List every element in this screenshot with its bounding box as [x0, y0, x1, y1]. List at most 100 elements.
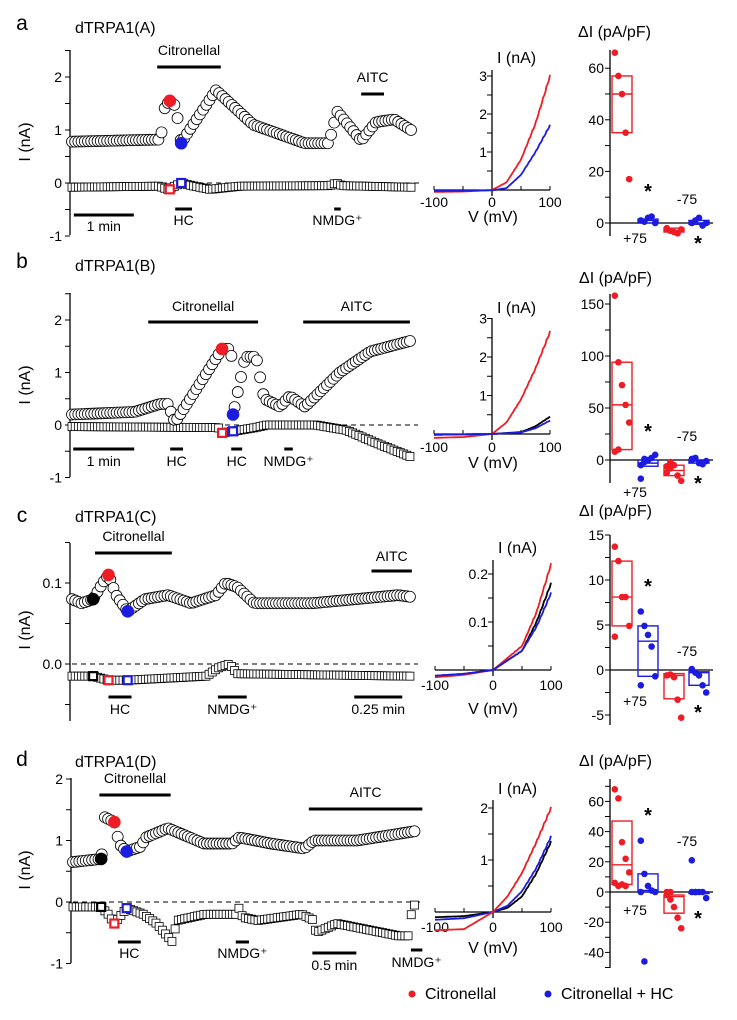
- y-tick-label: -1: [50, 228, 63, 244]
- outward-current-series: [66, 570, 416, 617]
- inward-current-point: [405, 671, 415, 681]
- inward-current-point: [167, 936, 177, 946]
- application-label: 0.5 min: [311, 957, 357, 973]
- summary-box: [663, 672, 685, 700]
- iv-y-tick-label: 3: [479, 68, 487, 84]
- application-label: NMDG⁺: [312, 212, 362, 228]
- summary-data-point: [699, 888, 706, 896]
- summary-y-tick-label: 60: [588, 793, 604, 809]
- iv-x-axis-label: V (mV): [468, 209, 518, 226]
- summary-data-point: [618, 381, 626, 389]
- outward-current-series: [66, 335, 416, 426]
- summary-data-point: [644, 631, 652, 639]
- iv-x-tick-label: -100: [421, 919, 449, 935]
- iv-x-axis-label: V (mV): [468, 455, 518, 472]
- summary-y-tick-label: 20: [588, 163, 604, 179]
- summary-y-tick-label: 15: [588, 527, 604, 543]
- iv-x-tick-label: 100: [539, 919, 563, 935]
- summary-y-axis-label: ΔI (pA/pF): [579, 753, 652, 770]
- iv-y-tick-label: 2: [480, 800, 488, 816]
- outward-current-point: [251, 354, 263, 367]
- current-trace-plot: -1 0 1 2 I (nA) Citronellal AITC HC NMDG⁺ 1 min: [17, 42, 420, 244]
- application-label: HC: [119, 945, 139, 961]
- summary-dot-plot: -40 -20 0 20 40 60 ΔI (pA/pF) +75 -75 * *: [579, 753, 713, 968]
- summary-data-point: [637, 608, 645, 615]
- y-tick-label: 0: [54, 417, 62, 433]
- panel-letter: a: [16, 12, 28, 35]
- panel-title: dTRPA1(B): [75, 258, 156, 275]
- application-label: NMDG⁺: [263, 453, 313, 469]
- iv-plot: 1 2 -100 0 100 I (nA) V (mV): [421, 781, 563, 957]
- panel-letter: c: [17, 504, 28, 527]
- iv-y-axis-label: I (nA): [498, 540, 537, 557]
- highlight-outward-point: [226, 408, 240, 421]
- outward-current-point: [254, 371, 266, 384]
- significance-asterisk: *: [644, 576, 652, 598]
- summary-data-point: [637, 475, 645, 483]
- voltage-label-plus75: +75: [623, 484, 647, 500]
- summary-box: [611, 361, 633, 451]
- summary-box: [637, 625, 659, 678]
- current-trace-plot: 0.0 0.1 I (nA) Citronellal AITC HC NMDG⁺ 0.25 m…: [17, 528, 418, 721]
- iv-y-axis-label: I (nA): [497, 50, 536, 67]
- summary-y-tick-label: 10: [588, 572, 604, 588]
- summary-data-point: [651, 888, 659, 896]
- summary-data-point: [702, 689, 710, 696]
- legend-label: Citronellal: [425, 986, 496, 1003]
- application-label: NMDG⁺: [392, 954, 442, 970]
- outward-current-point: [404, 590, 416, 603]
- inward-current-point: [405, 452, 415, 461]
- y-tick-label: 0: [54, 175, 62, 191]
- summary-data-point: [695, 214, 703, 222]
- summary-data-point: [667, 896, 674, 903]
- voltage-label-minus75: -75: [677, 191, 697, 207]
- application-label: AITC: [376, 548, 408, 564]
- iv-y-tick-label: 2: [479, 349, 487, 365]
- panel-letter: b: [16, 250, 28, 273]
- application-label: Citronellal: [172, 298, 234, 314]
- y-axis-label: I (nA): [17, 610, 34, 649]
- summary-data-point: [637, 461, 645, 469]
- voltage-label-plus75: +75: [623, 902, 647, 918]
- summary-data-point: [667, 458, 674, 466]
- summary-data-point: [611, 786, 619, 793]
- outward-current-point: [171, 112, 184, 124]
- voltage-label-plus75: +75: [623, 230, 647, 246]
- outward-current-series: [67, 811, 421, 868]
- legend-label: Citronellal + HC: [561, 986, 673, 1003]
- application-label: NMDG⁺: [217, 945, 267, 961]
- iv-y-tick-label: 1: [479, 144, 487, 160]
- highlight-inward-point: [164, 184, 175, 195]
- summary-data-point: [702, 894, 710, 902]
- summary-data-point: [677, 226, 685, 233]
- inward-current-point: [410, 900, 419, 910]
- iv-y-tick-label: 2: [479, 106, 487, 122]
- inward-current-series: [67, 178, 416, 194]
- application-label: HC: [173, 212, 193, 228]
- panel-b: b dTRPA1(B) -1 0 1 2 I (nA) Citronellal AITC HC HC…: [16, 250, 713, 500]
- highlight-inward-point: [109, 918, 120, 929]
- significance-asterisk: *: [644, 421, 652, 443]
- iv-curve: [434, 124, 551, 192]
- summary-data-point: [641, 455, 648, 463]
- voltage-label-minus75: -75: [677, 643, 697, 659]
- highlight-outward-point: [215, 342, 229, 356]
- voltage-label-plus75: +75: [623, 693, 647, 709]
- summary-y-tick-label: -5: [592, 707, 605, 723]
- summary-y-tick-label: 40: [588, 112, 604, 128]
- application-label: 0.25 min: [351, 701, 405, 717]
- iv-y-tick-label: 0.2: [469, 566, 489, 582]
- summary-data-point: [677, 924, 685, 932]
- inward-current-series: [67, 420, 415, 461]
- panel-title: dTRPA1(C): [75, 509, 157, 526]
- legend-marker: [544, 990, 552, 998]
- panel-a: a dTRPA1(A) -1 0 1 2 I (nA) Citronellal AITC HC NM…: [16, 12, 713, 255]
- iv-x-tick-label: 100: [538, 439, 562, 455]
- summary-data-point: [637, 837, 645, 844]
- summary-data-point: [692, 888, 699, 896]
- summary-data-point: [615, 795, 622, 802]
- outward-current-point: [155, 126, 168, 139]
- iv-x-tick-label: -100: [421, 677, 449, 693]
- summary-y-tick-label: 0: [596, 215, 604, 231]
- summary-dot-plot: 0 20 40 60 ΔI (pA/pF) +75 -75 * *: [578, 24, 713, 255]
